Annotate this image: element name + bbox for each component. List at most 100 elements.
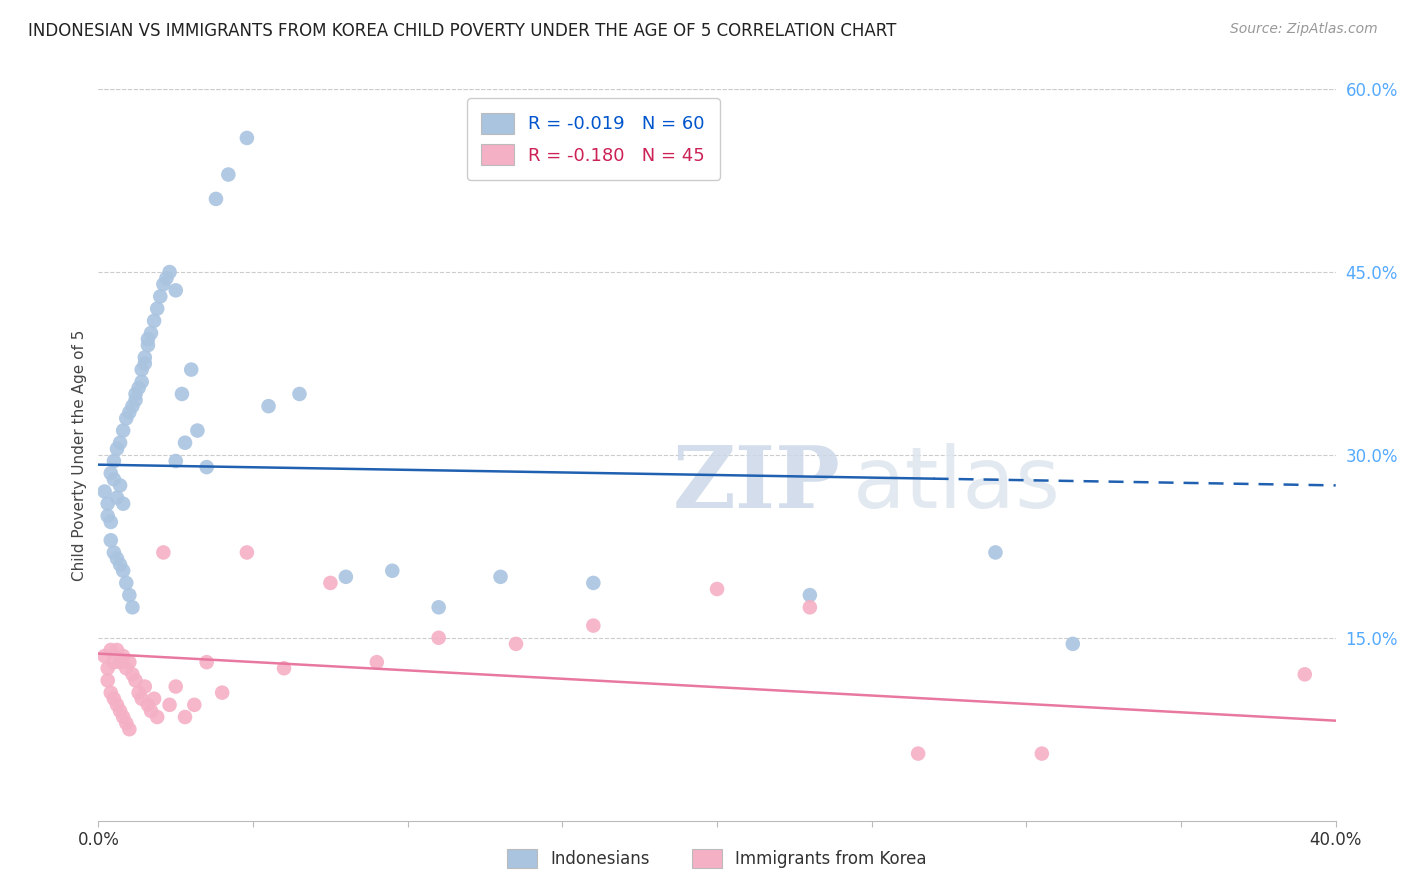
Point <box>136 338 159 352</box>
Point <box>236 545 259 559</box>
Point <box>105 442 128 456</box>
Point <box>136 332 159 346</box>
Point <box>97 661 120 675</box>
Point <box>131 362 153 376</box>
Point <box>124 673 146 688</box>
Point <box>984 545 1007 559</box>
Point <box>103 655 125 669</box>
Point <box>100 515 122 529</box>
Point <box>112 710 135 724</box>
Point <box>236 131 259 145</box>
Point <box>131 691 153 706</box>
Point <box>121 399 143 413</box>
Point <box>1062 637 1084 651</box>
Point <box>100 533 122 548</box>
Point <box>108 704 131 718</box>
Point <box>159 698 181 712</box>
Point <box>124 392 146 407</box>
Point <box>186 424 208 438</box>
Point <box>134 351 156 365</box>
Point <box>152 545 174 559</box>
Y-axis label: Child Poverty Under the Age of 5: Child Poverty Under the Age of 5 <box>72 329 87 581</box>
Point <box>211 686 233 700</box>
Point <box>205 192 228 206</box>
Point <box>180 362 202 376</box>
Point <box>582 576 605 591</box>
Point <box>139 326 162 340</box>
Point <box>174 710 197 724</box>
Point <box>103 691 125 706</box>
Point <box>100 643 122 657</box>
Point <box>706 582 728 596</box>
Point <box>165 284 187 298</box>
Point <box>257 399 280 413</box>
Point <box>124 387 146 401</box>
Point <box>799 588 821 602</box>
Point <box>799 600 821 615</box>
Point <box>319 576 342 591</box>
Point <box>273 661 295 675</box>
Point <box>183 698 205 712</box>
Point <box>121 600 143 615</box>
Point <box>134 356 156 371</box>
Point <box>174 435 197 450</box>
Point <box>335 570 357 584</box>
Point <box>288 387 311 401</box>
Point <box>136 698 159 712</box>
Point <box>427 631 450 645</box>
Point <box>121 667 143 681</box>
Point <box>100 466 122 480</box>
Point <box>108 435 131 450</box>
Point <box>1031 747 1053 761</box>
Text: INDONESIAN VS IMMIGRANTS FROM KOREA CHILD POVERTY UNDER THE AGE OF 5 CORRELATION: INDONESIAN VS IMMIGRANTS FROM KOREA CHIL… <box>28 22 897 40</box>
Point <box>93 649 115 664</box>
Point <box>108 558 131 572</box>
Point <box>146 710 169 724</box>
Point <box>115 661 138 675</box>
Point <box>1294 667 1316 681</box>
Point <box>112 649 135 664</box>
Point <box>159 265 181 279</box>
Point <box>195 460 218 475</box>
Point <box>115 576 138 591</box>
Legend: Indonesians, Immigrants from Korea: Indonesians, Immigrants from Korea <box>494 836 941 882</box>
Point <box>115 411 138 425</box>
Point <box>118 588 141 602</box>
Point <box>907 747 929 761</box>
Point <box>155 271 177 285</box>
Point <box>143 691 166 706</box>
Text: Source: ZipAtlas.com: Source: ZipAtlas.com <box>1230 22 1378 37</box>
Point <box>112 424 135 438</box>
Point <box>152 277 174 292</box>
Point <box>108 655 131 669</box>
Point <box>103 472 125 486</box>
Point <box>118 405 141 419</box>
Point <box>149 289 172 303</box>
Point <box>105 551 128 566</box>
Point <box>112 564 135 578</box>
Point <box>195 655 218 669</box>
Point <box>381 564 404 578</box>
Point <box>165 680 187 694</box>
Point <box>103 545 125 559</box>
Point <box>100 686 122 700</box>
Point <box>170 387 193 401</box>
Point <box>165 454 187 468</box>
Point <box>505 637 527 651</box>
Point <box>489 570 512 584</box>
Point <box>105 491 128 505</box>
Point <box>118 723 141 737</box>
Point <box>146 301 169 316</box>
Point <box>217 168 239 182</box>
Point <box>143 314 166 328</box>
Point <box>93 484 115 499</box>
Text: ZIP: ZIP <box>673 442 841 526</box>
Text: atlas: atlas <box>853 442 1062 525</box>
Point <box>128 381 150 395</box>
Point <box>97 508 120 523</box>
Point <box>108 478 131 492</box>
Point <box>105 698 128 712</box>
Point <box>427 600 450 615</box>
Point <box>131 375 153 389</box>
Point <box>139 704 162 718</box>
